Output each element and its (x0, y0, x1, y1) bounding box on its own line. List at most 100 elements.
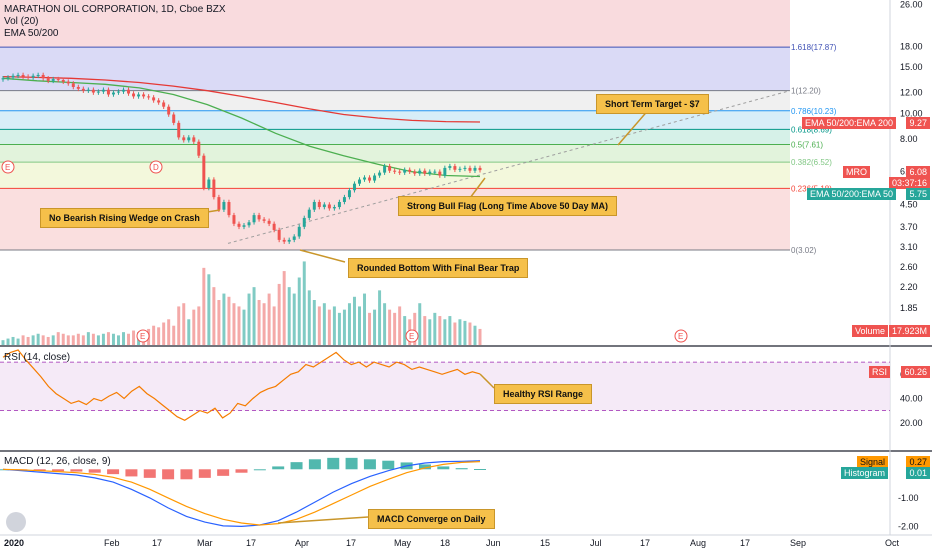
signal-value-tag: 0.27 (906, 456, 930, 468)
volume-bar (337, 312, 341, 345)
volume-bar (202, 267, 206, 345)
macd-histogram-bar (88, 469, 101, 473)
volume-bar (242, 309, 246, 345)
trend-line (227, 90, 791, 244)
time-tick-label: 18 (440, 538, 450, 548)
event-marker (136, 329, 150, 343)
candle-body (403, 169, 407, 173)
time-tick-label: 17 (740, 538, 750, 548)
volume-bar (322, 303, 326, 345)
price-tick-label: 4.50 (900, 199, 918, 209)
candle-body (1, 78, 5, 80)
volume-bar (443, 319, 447, 345)
candle-body (187, 137, 191, 141)
volume-bar (287, 287, 291, 345)
rounded-bottom-annotation[interactable]: Rounded Bottom With Final Bear Trap (348, 258, 529, 278)
wedge-annotation[interactable]: No Bearish Rising Wedge on Crash (40, 208, 209, 228)
macd-histogram-bar (125, 469, 138, 477)
bull-flag-annotation[interactable]: Strong Bull Flag (Long Time Above 50 Day… (398, 196, 618, 216)
candle-body (352, 183, 356, 191)
target-annotation[interactable]: Short Term Target - $7 (596, 94, 709, 114)
volume-bar (81, 335, 85, 345)
candle-body (453, 166, 457, 170)
candle-body (232, 215, 236, 224)
volume-bar (418, 303, 422, 345)
volume-bar (217, 300, 221, 345)
mro-tag: MRO (843, 166, 870, 178)
candle-body (458, 168, 462, 170)
candle-body (222, 201, 226, 210)
volume-bar (373, 309, 377, 345)
volume-bar (312, 300, 316, 345)
candle-body (297, 226, 301, 237)
volume-bar (26, 336, 30, 345)
mro-price-tag: 6.08 (906, 166, 930, 178)
volume-bar (388, 309, 392, 345)
time-tick-label: 2020 (4, 538, 24, 548)
candle-body (408, 169, 412, 172)
time-tick-label: Feb (104, 538, 120, 548)
volume-bar (463, 320, 467, 345)
candle-body (142, 94, 146, 97)
annotation-pointer (469, 177, 486, 199)
volume-bar (61, 333, 65, 345)
volume-bar (207, 274, 211, 345)
ema50-tag: EMA 50/200:EMA 50 (806, 188, 896, 200)
volume-bar (327, 309, 331, 345)
volume-bar (237, 306, 241, 345)
volume-tag: Volume (851, 325, 888, 337)
candle-body (192, 137, 196, 142)
volume-bar (182, 303, 186, 345)
fib-band (0, 47, 790, 91)
candle-body (167, 106, 171, 115)
volume-bar (86, 332, 90, 345)
time-tick-label: 17 (640, 538, 650, 548)
macd-histogram-bar (437, 466, 450, 470)
macd-tick-label: -2.00 (898, 521, 919, 531)
candle-body (96, 91, 100, 93)
macd-histogram-bar (363, 459, 376, 470)
candle-body (16, 74, 20, 76)
volume-bar (302, 261, 306, 345)
candle-body (337, 201, 341, 208)
candle-body (66, 81, 70, 84)
macd-annotation[interactable]: MACD Converge on Daily (368, 509, 495, 529)
fib-level-label: 0.5(7.61) (791, 141, 823, 150)
candle-body (287, 239, 291, 242)
candle-body (86, 89, 90, 91)
rsi-annotation[interactable]: Healthy RSI Range (494, 384, 593, 404)
volume-bar (403, 316, 407, 345)
candle-body (172, 114, 176, 123)
volume-bar (11, 336, 15, 345)
volume-bar (332, 306, 336, 345)
annotation-pointer (617, 107, 651, 146)
tradingview-logo-icon (6, 512, 26, 532)
candle-body (327, 204, 331, 209)
candle-body (468, 167, 472, 171)
annotation-pointer (299, 249, 346, 263)
candle-body (272, 223, 276, 230)
volume-bar (172, 325, 176, 345)
candle-body (448, 166, 452, 168)
candle-body (423, 170, 427, 174)
annotation-pointer (277, 516, 369, 524)
candle-body (147, 96, 151, 98)
candle-body (31, 75, 35, 78)
candle-body (433, 171, 437, 173)
volume-bar (393, 312, 397, 345)
fib-level-label: 0.618(8.69) (791, 125, 832, 134)
candle-body (101, 89, 105, 92)
time-tick-label: Oct (885, 538, 900, 548)
signal-tag: Signal (856, 456, 888, 468)
volume-indicator-label: Vol (20) (4, 16, 39, 27)
macd-histogram-bar (290, 462, 303, 470)
candle-body (332, 207, 336, 209)
candle-body (91, 89, 95, 93)
candle-body (368, 177, 372, 181)
volume-bar (96, 335, 100, 345)
volume-bar (106, 332, 110, 345)
rsi-tag: RSI (868, 366, 890, 378)
volume-bar (222, 293, 226, 345)
price-tick-label: 10.00 (900, 108, 923, 118)
volume-bar (398, 306, 402, 345)
